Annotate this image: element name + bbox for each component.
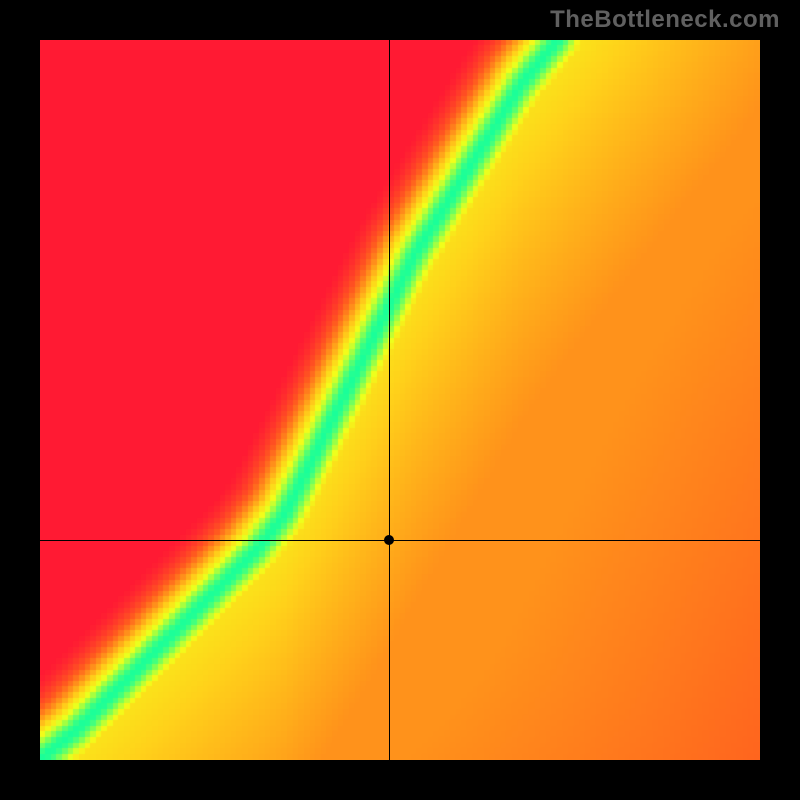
watermark-text: TheBottleneck.com [550,6,780,34]
heatmap-plot [40,40,760,760]
heatmap-canvas [40,40,760,760]
